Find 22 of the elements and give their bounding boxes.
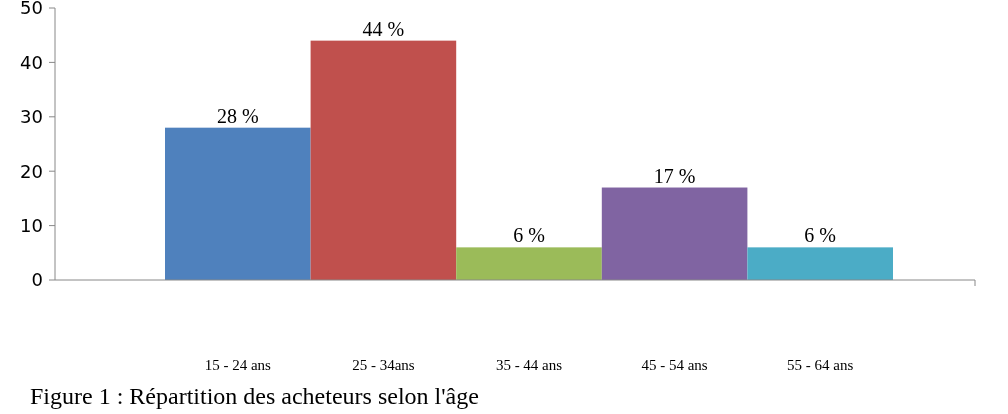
bar bbox=[310, 40, 457, 280]
data-label: 6 % bbox=[513, 224, 545, 247]
bar bbox=[456, 247, 602, 280]
y-tick-label: 10 bbox=[20, 214, 43, 236]
x-tick-label: 55 - 64 ans bbox=[787, 357, 854, 373]
data-label: 28 % bbox=[216, 104, 259, 127]
data-label: 17 % bbox=[653, 164, 696, 187]
y-tick-label: 0 bbox=[31, 269, 43, 291]
x-tick-label: 45 - 54 ans bbox=[641, 357, 708, 373]
y-tick-label: 50 bbox=[20, 0, 43, 19]
data-label: 6 % bbox=[804, 224, 837, 247]
bar bbox=[747, 247, 893, 280]
y-tick-label: 40 bbox=[20, 51, 43, 73]
y-tick-label: 20 bbox=[20, 160, 43, 182]
data-label: 44 % bbox=[362, 17, 405, 40]
x-tick-label: 35 - 44 ans bbox=[495, 357, 563, 373]
y-tick-label: 30 bbox=[20, 106, 43, 128]
x-tick-label: 25 - 34ans bbox=[352, 357, 415, 373]
bar bbox=[165, 127, 311, 280]
x-tick-label: 15 - 24 ans bbox=[204, 357, 272, 373]
bar bbox=[601, 187, 748, 280]
caption: Figure 1 : Répartition des acheteurs selon l'âge bbox=[30, 383, 479, 409]
